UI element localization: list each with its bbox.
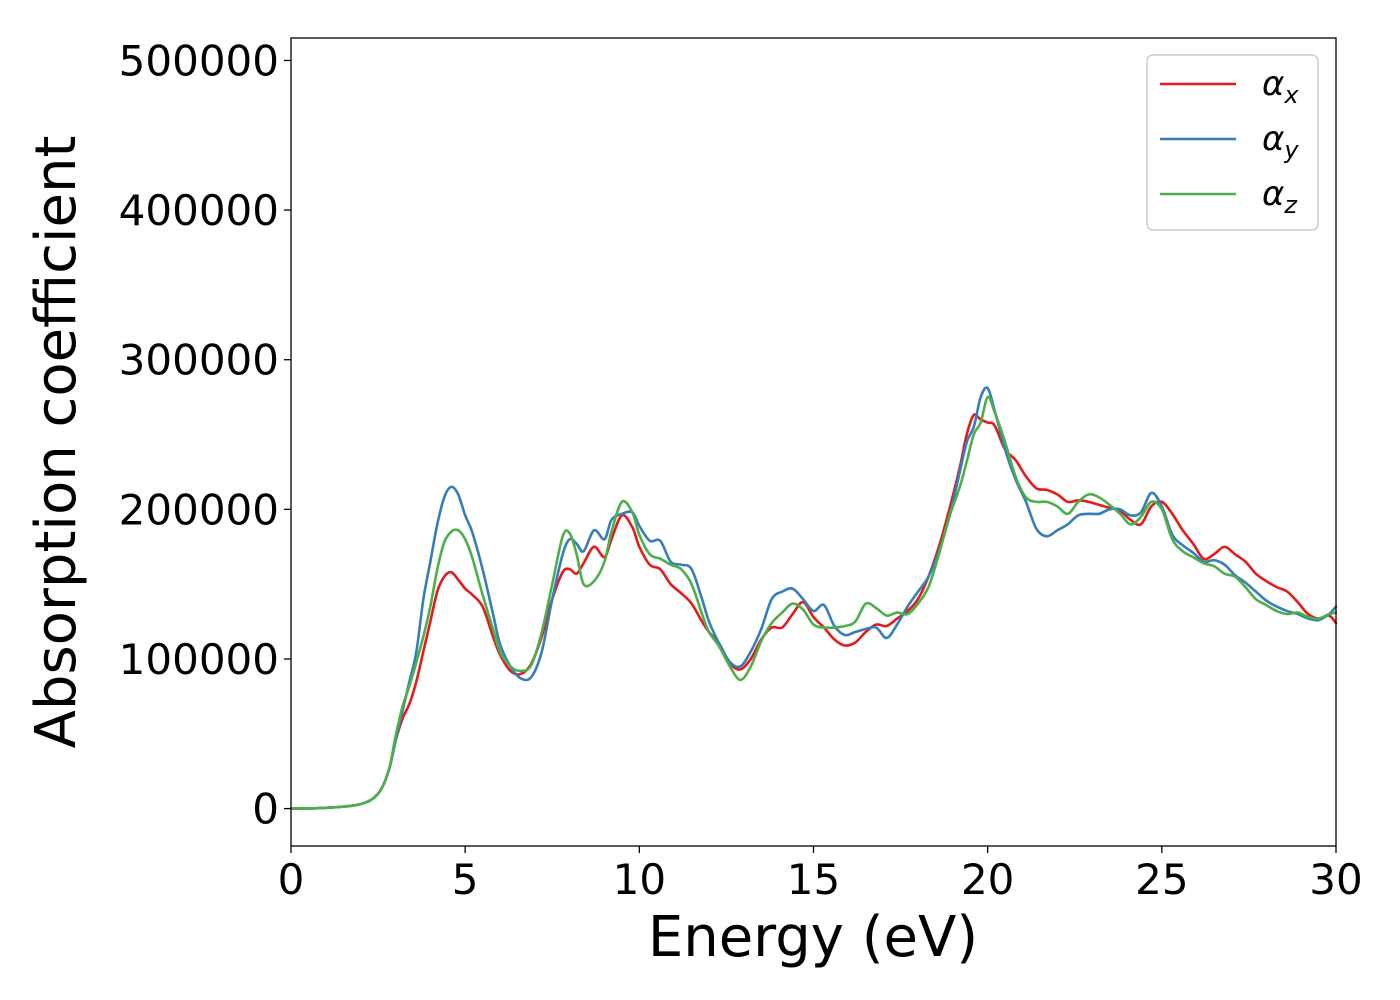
series-layer	[289, 386, 1338, 810]
legend-label-base: α	[1262, 64, 1284, 104]
x-tick-label-5: 25	[1135, 855, 1188, 904]
legend-label-z: αz	[1262, 174, 1298, 219]
x-axis: 0 5 10 15 20 25 30	[278, 846, 1363, 904]
y-tick-label-3: 300000	[119, 336, 279, 385]
y-tick-label-5: 500000	[119, 36, 279, 85]
y-tick-label-4: 400000	[119, 186, 279, 235]
legend-label-sub: y	[1283, 136, 1299, 164]
legend-label-base: α	[1262, 174, 1284, 214]
y-axis-label: Absorption coefficient	[24, 136, 89, 749]
y-axis: 0 100000 200000 300000 400000 500000	[119, 36, 291, 834]
series-line-z	[289, 395, 1338, 810]
legend-label-sub: z	[1283, 191, 1298, 219]
series-line-x	[289, 413, 1338, 810]
legend-label-x: αx	[1262, 64, 1299, 109]
y-tick-label-0: 0	[252, 785, 279, 834]
y-tick-label-2: 200000	[119, 485, 279, 534]
x-tick-label-4: 20	[961, 855, 1014, 904]
x-tick-label-6: 30	[1309, 855, 1362, 904]
legend-label-base: α	[1262, 119, 1284, 159]
legend-label-sub: x	[1283, 81, 1299, 109]
y-tick-label-1: 100000	[119, 635, 279, 684]
x-tick-label-3: 15	[787, 855, 840, 904]
legend-frame	[1146, 54, 1319, 231]
x-tick-label-2: 10	[613, 855, 666, 904]
legend-label-y: αy	[1262, 119, 1299, 164]
x-tick-label-1: 5	[452, 855, 479, 904]
x-tick-label-0: 0	[278, 855, 305, 904]
x-axis-label: Energy (eV)	[648, 905, 978, 970]
series-line-y	[289, 386, 1338, 810]
